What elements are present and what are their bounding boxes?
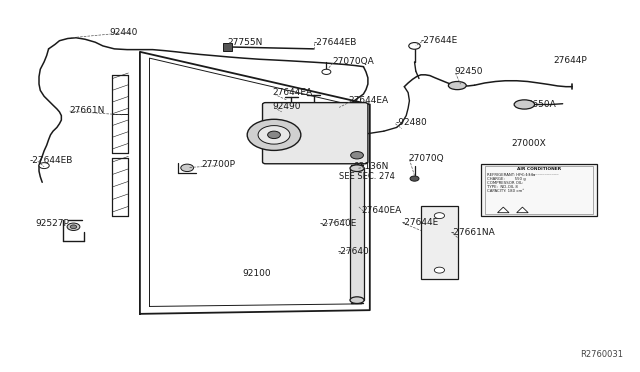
Text: -27644EB: -27644EB [29, 155, 73, 164]
Text: 27661N: 27661N [70, 106, 105, 115]
Circle shape [410, 176, 419, 181]
Ellipse shape [350, 165, 364, 171]
Text: -27640: -27640 [338, 247, 370, 256]
Circle shape [435, 213, 445, 219]
Circle shape [409, 42, 420, 49]
Text: 92136N: 92136N [353, 162, 388, 171]
Text: 27070Q: 27070Q [408, 154, 444, 163]
Text: 27070QA: 27070QA [333, 57, 374, 66]
Text: COMPRESSOR OIL:: COMPRESSOR OIL: [487, 181, 524, 185]
Circle shape [435, 267, 445, 273]
Text: -27644E: -27644E [421, 36, 458, 45]
FancyBboxPatch shape [421, 206, 458, 279]
Text: CHARGE:        550 g: CHARGE: 550 g [487, 177, 526, 181]
Circle shape [180, 164, 193, 171]
Text: R2760031: R2760031 [580, 350, 623, 359]
Text: -27640E: -27640E [320, 219, 357, 228]
Text: 27644EA: 27644EA [349, 96, 389, 105]
Circle shape [268, 131, 280, 138]
Text: 27650A: 27650A [521, 100, 556, 109]
Text: 27755N: 27755N [227, 38, 263, 47]
Text: REFRIGERANT: HFC-134a: REFRIGERANT: HFC-134a [487, 173, 536, 177]
Circle shape [70, 225, 77, 229]
Text: 92100: 92100 [242, 269, 271, 278]
FancyBboxPatch shape [262, 103, 368, 164]
Ellipse shape [350, 297, 364, 304]
Circle shape [351, 151, 364, 159]
Text: 27644EA: 27644EA [272, 88, 312, 97]
Text: -92480: -92480 [396, 119, 427, 128]
Circle shape [67, 223, 80, 231]
Bar [350, 168, 364, 300]
Ellipse shape [514, 100, 534, 109]
Bar [223, 43, 232, 51]
Text: !: ! [522, 208, 524, 212]
Polygon shape [516, 207, 528, 213]
Text: -27661NA: -27661NA [451, 228, 495, 237]
Text: !: ! [502, 208, 504, 212]
FancyBboxPatch shape [484, 166, 593, 214]
Circle shape [322, 69, 331, 74]
Text: -27644E: -27644E [402, 218, 439, 227]
Circle shape [247, 119, 301, 150]
Text: 27640EA: 27640EA [362, 206, 402, 215]
Text: -27644EB: -27644EB [314, 38, 357, 47]
Text: 27000X: 27000X [511, 139, 547, 148]
Text: CAPACITY: 180 cm³: CAPACITY: 180 cm³ [487, 189, 524, 193]
Circle shape [258, 126, 290, 144]
Text: 27644P: 27644P [553, 56, 587, 65]
Text: 92450: 92450 [454, 67, 483, 76]
Text: 92440: 92440 [109, 28, 138, 37]
Text: 27700P: 27700P [202, 160, 236, 169]
Text: 92527P: 92527P [36, 219, 70, 228]
Polygon shape [497, 207, 509, 213]
Text: TYPE:  ND-OIL 8: TYPE: ND-OIL 8 [487, 185, 518, 189]
FancyBboxPatch shape [481, 164, 597, 217]
Circle shape [39, 163, 49, 169]
Text: 92490: 92490 [272, 102, 301, 111]
Ellipse shape [449, 81, 467, 90]
Text: SEE SEC. 274: SEE SEC. 274 [339, 172, 395, 181]
Text: AIR CONDITIONER: AIR CONDITIONER [517, 167, 561, 171]
Text: ______________________: ______________________ [520, 171, 558, 175]
